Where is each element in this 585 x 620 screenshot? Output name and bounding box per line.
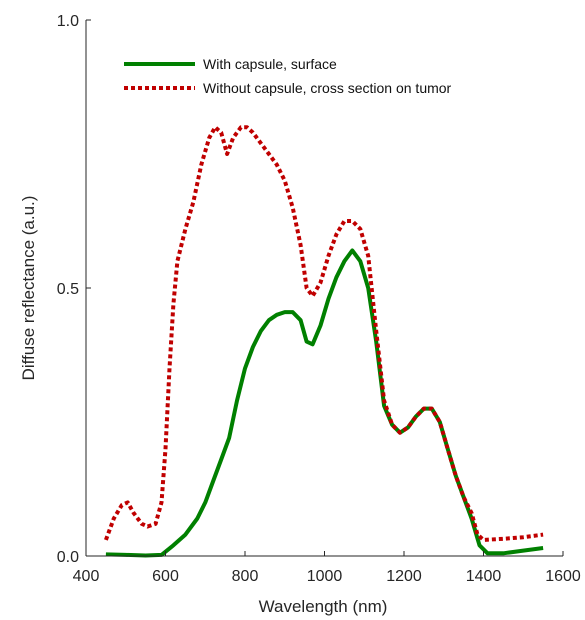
y-tick-label: 0.0 [57,549,79,566]
series-line-with-capsule [105,248,544,558]
x-tick-label: 1000 [307,568,343,585]
series-line-without-capsule [104,125,544,542]
y-tick-label: 1.0 [57,13,79,30]
y-tick-label: 0.5 [57,281,79,298]
ticks-layer: 400 600 800 1000 1200 1400 1600 0.0 0.5 1.0 [57,13,581,585]
axes-layer [85,20,563,557]
x-tick-label: 600 [152,568,179,585]
x-axis-label: Wavelength (nm) [259,597,388,616]
x-tick-label: 400 [73,568,100,585]
x-tick-label: 1200 [386,568,422,585]
series-layer [104,125,544,558]
x-tick-label: 1400 [466,568,502,585]
x-tick-label: 1600 [545,568,581,585]
legend: With capsule, surface Without capsule, c… [124,56,452,96]
legend-label-without-capsule: Without capsule, cross section on tumor [203,80,452,96]
legend-label-with-capsule: With capsule, surface [203,56,337,72]
y-axis-label: Diffuse reflectance (a.u.) [19,196,38,381]
x-tick-label: 800 [232,568,259,585]
